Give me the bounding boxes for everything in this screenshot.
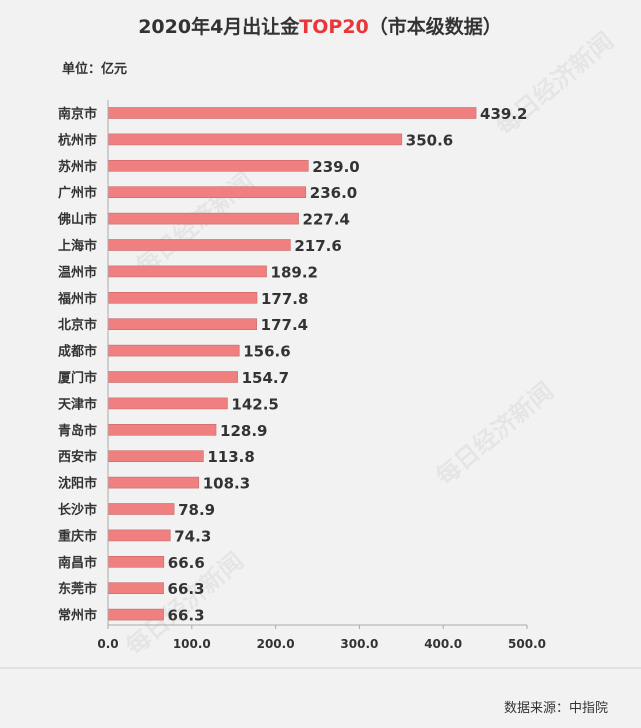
category-label: 杭州市 (58, 132, 97, 148)
source-label: 数据来源：中指院 (504, 701, 608, 716)
x-tick-label: 400.0 (424, 637, 462, 651)
value-label: 113.8 (207, 448, 254, 466)
value-label: 156.6 (243, 343, 290, 361)
bar (107, 371, 238, 383)
category-label: 苏州市 (58, 159, 97, 175)
bar (107, 555, 165, 568)
bar (107, 397, 228, 410)
bar (107, 529, 171, 542)
bar (107, 186, 307, 198)
data-labels: 439.2 350.6 239.0 236.0 227.4 217.6 189.2 177.8… (168, 105, 528, 625)
x-tick-label: 0.0 (97, 637, 118, 651)
value-label: 177.8 (261, 290, 308, 308)
bar (107, 133, 403, 146)
bar (107, 476, 200, 489)
bar (107, 344, 240, 357)
unit-label: 单位：亿元 (62, 61, 127, 77)
value-label: 177.4 (261, 316, 308, 334)
category-label: 南京市 (58, 106, 97, 122)
value-label: 217.6 (294, 237, 341, 255)
category-label: 天津市 (58, 396, 97, 412)
category-label: 上海市 (58, 238, 97, 254)
x-tick-label: 100.0 (173, 637, 211, 651)
category-label: 北京市 (58, 317, 97, 333)
category-label: 沈阳市 (58, 476, 97, 492)
bar (107, 608, 164, 621)
value-label: 108.3 (203, 475, 250, 493)
value-label: 350.6 (406, 131, 453, 149)
bar (107, 160, 309, 172)
category-label: 长沙市 (58, 502, 97, 518)
category-label: 东莞市 (58, 581, 97, 597)
category-label: 常州市 (58, 608, 97, 624)
category-label: 重庆市 (58, 528, 97, 544)
bar (107, 423, 217, 436)
title-highlight: TOP20 (299, 16, 368, 38)
value-label: 189.2 (271, 263, 318, 281)
bar (107, 291, 258, 304)
category-label: 佛山市 (57, 212, 97, 228)
value-label: 74.3 (174, 527, 211, 545)
category-label: 厦门市 (58, 370, 97, 386)
value-label: 236.0 (310, 184, 357, 202)
category-label: 福州市 (57, 291, 97, 307)
title-prefix: 2020年4月出让金 (138, 15, 300, 38)
x-tick-label: 200.0 (257, 637, 295, 651)
title-suffix: （市本级数据） (369, 15, 502, 38)
value-label: 154.7 (242, 369, 289, 387)
bar (107, 503, 175, 515)
value-label: 78.9 (178, 501, 215, 519)
watermark-text: 每日经济新闻 (431, 377, 559, 491)
watermark-text: 每日经济新闻 (491, 27, 619, 141)
bar (107, 239, 291, 251)
x-tick-label: 300.0 (340, 637, 378, 651)
value-label: 142.5 (231, 395, 278, 413)
x-axis (107, 100, 528, 629)
bar (107, 212, 299, 225)
value-label: 66.3 (168, 580, 205, 598)
category-label: 成都市 (58, 344, 97, 360)
bar (107, 582, 164, 595)
value-label: 66.3 (168, 607, 205, 625)
category-label: 西安市 (58, 449, 97, 465)
bar (107, 107, 477, 119)
bar (107, 450, 204, 463)
bar (107, 318, 257, 331)
x-tick-label: 500.0 (508, 637, 546, 651)
chart-title: 2020年4月出让金TOP20（市本级数据） (138, 15, 502, 38)
category-labels: 南京市杭州市苏州市广州市佛山市上海市温州市福州市北京市成都市厦门市天津市青岛市西… (57, 106, 97, 624)
x-tick-labels: 0.0 100.0 200.0 300.0 400.0 500.0 (97, 637, 546, 651)
category-label: 南昌市 (58, 555, 97, 571)
bar (107, 265, 267, 278)
bars (107, 107, 477, 621)
value-label: 239.0 (312, 158, 359, 176)
value-label: 66.6 (168, 554, 205, 572)
value-label: 227.4 (303, 211, 350, 229)
category-label: 青岛市 (58, 423, 97, 439)
value-label: 439.2 (480, 105, 527, 123)
category-label: 广州市 (58, 185, 97, 201)
category-label: 温州市 (58, 264, 97, 280)
value-label: 128.9 (220, 422, 267, 440)
